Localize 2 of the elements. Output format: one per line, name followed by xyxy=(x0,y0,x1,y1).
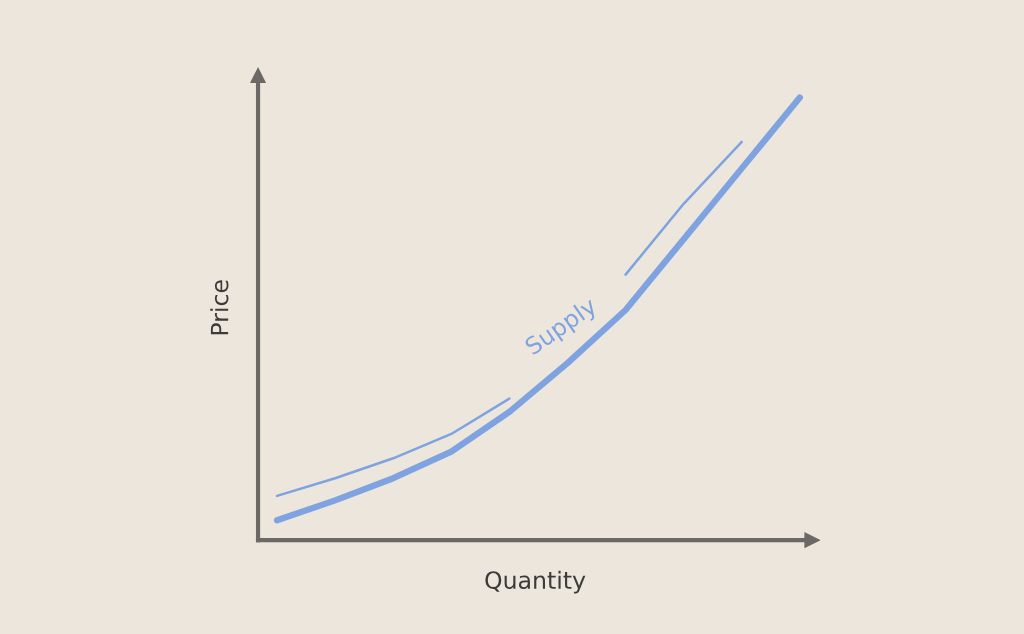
y-axis-title: Price xyxy=(210,280,229,335)
x-axis-title: Quantity xyxy=(485,570,586,594)
